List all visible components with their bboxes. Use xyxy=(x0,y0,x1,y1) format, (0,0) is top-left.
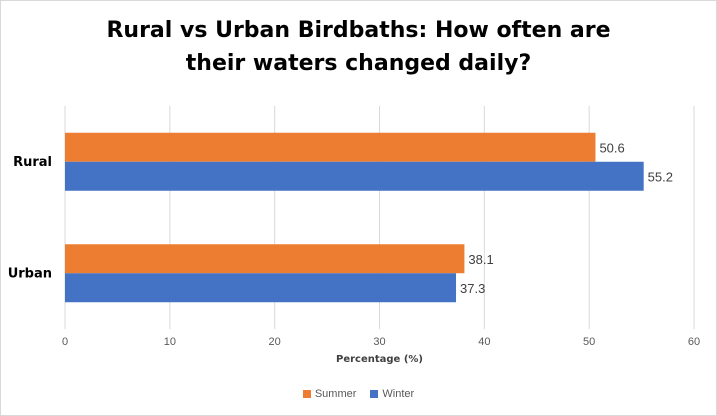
legend-label: Summer xyxy=(314,388,357,400)
chart-title: Rural vs Urban Birdbaths: How often are … xyxy=(0,14,717,80)
legend-item-summer: Summer xyxy=(302,388,357,400)
legend-swatch xyxy=(370,390,379,398)
chart-legend: Summer Winter xyxy=(0,388,717,400)
bar-summer xyxy=(65,132,596,162)
legend-label: Winter xyxy=(382,388,415,400)
legend-item-winter: Winter xyxy=(370,388,414,400)
x-tick-label: 0 xyxy=(62,336,68,348)
bar-winter xyxy=(65,273,457,303)
x-tick-label: 50 xyxy=(583,336,595,348)
chart-title-line-2: their waters changed daily? xyxy=(185,51,532,76)
x-tick-label: 60 xyxy=(688,336,700,348)
data-label: 50.6 xyxy=(599,140,624,155)
bar-winter xyxy=(65,161,644,191)
x-tick-label: 10 xyxy=(164,336,176,348)
x-tick-label: 40 xyxy=(478,336,490,348)
x-axis-title: Percentage (%) xyxy=(336,354,423,365)
legend-swatch xyxy=(302,390,311,398)
bar-summer xyxy=(65,244,465,274)
chart-title-line-1: Rural vs Urban Birdbaths: How often are xyxy=(106,18,611,43)
category-label: Rural xyxy=(13,155,52,170)
data-label: 55.2 xyxy=(648,169,673,184)
x-tick-label: 30 xyxy=(373,336,385,348)
category-label: Urban xyxy=(8,266,52,281)
data-label: 37.3 xyxy=(460,281,485,296)
data-label: 38.1 xyxy=(468,252,493,267)
x-tick-label: 20 xyxy=(269,336,281,348)
